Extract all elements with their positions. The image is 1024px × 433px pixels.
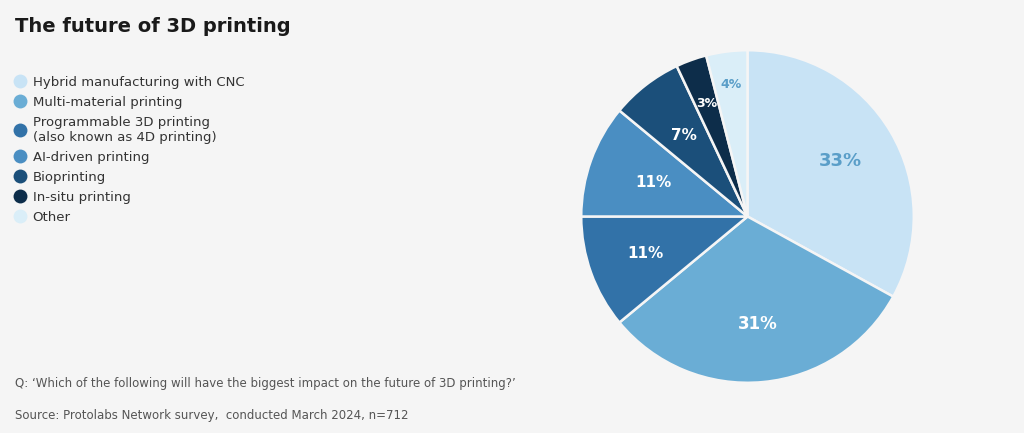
Wedge shape <box>677 55 748 216</box>
Text: 31%: 31% <box>738 315 777 333</box>
Text: Source: Protolabs Network survey,  conducted March 2024, n=712: Source: Protolabs Network survey, conduc… <box>15 409 409 422</box>
Wedge shape <box>748 50 913 297</box>
Wedge shape <box>620 66 748 216</box>
Text: 11%: 11% <box>628 246 664 261</box>
Legend: Hybrid manufacturing with CNC, Multi-material printing, Programmable 3D printing: Hybrid manufacturing with CNC, Multi-mat… <box>16 76 245 224</box>
Text: 3%: 3% <box>696 97 718 110</box>
Text: 33%: 33% <box>819 152 862 171</box>
Text: 7%: 7% <box>672 128 697 142</box>
Text: 4%: 4% <box>720 78 741 91</box>
Wedge shape <box>707 50 748 216</box>
Wedge shape <box>582 110 748 216</box>
Text: The future of 3D printing: The future of 3D printing <box>15 17 291 36</box>
Text: 11%: 11% <box>636 175 672 190</box>
Text: Q: ‘Which of the following will have the biggest impact on the future of 3D prin: Q: ‘Which of the following will have the… <box>15 377 516 390</box>
Wedge shape <box>620 216 893 383</box>
Wedge shape <box>582 216 748 323</box>
